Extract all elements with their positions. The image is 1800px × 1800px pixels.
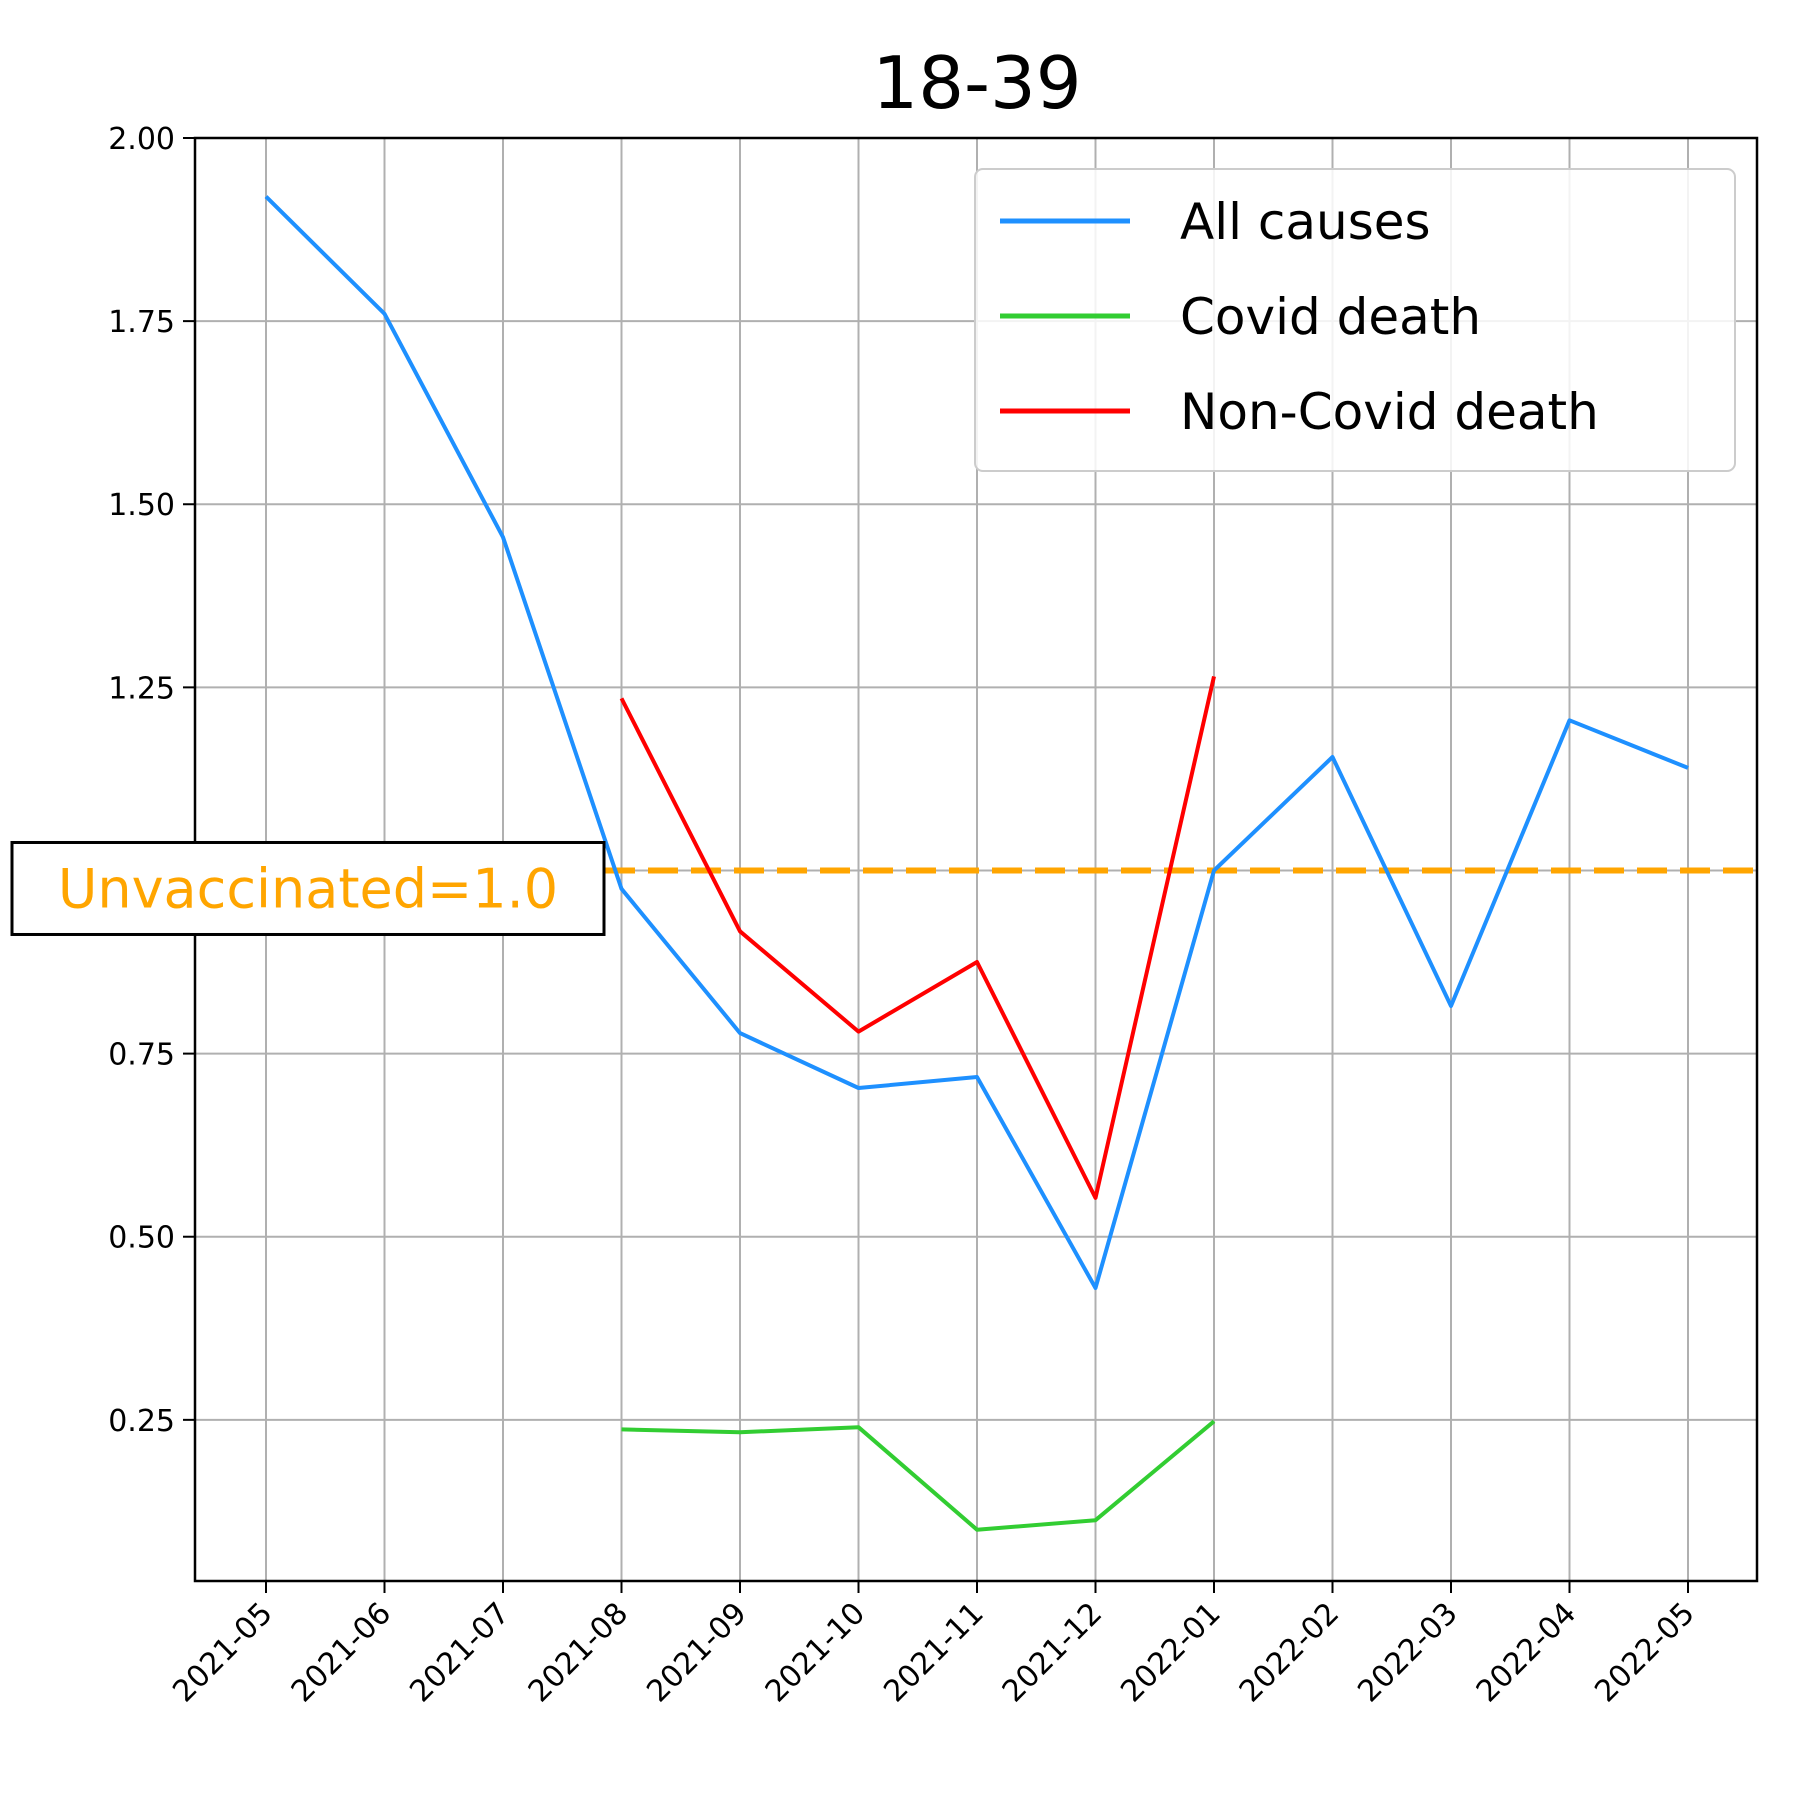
legend: All causes Covid death Non-Covid death <box>974 168 1736 472</box>
reference-label: Unvaccinated=1.0 <box>58 857 558 920</box>
legend-label: Non-Covid death <box>1180 383 1599 441</box>
y-tick-label: 2.00 <box>108 122 175 157</box>
y-tick-label: 0.25 <box>108 1404 175 1439</box>
y-tick-label: 0.50 <box>108 1221 175 1256</box>
y-tick-label: 1.50 <box>108 488 175 523</box>
legend-frame <box>974 168 1736 472</box>
series-group <box>264 195 1689 1532</box>
series-line-0 <box>264 195 1689 1290</box>
chart-title: 18-39 <box>872 41 1081 125</box>
y-tick-label: 1.75 <box>108 305 175 340</box>
legend-label: All causes <box>1180 193 1431 251</box>
y-tick-label: 0.75 <box>108 1038 175 1073</box>
reference-label-box <box>10 840 606 936</box>
series-line-1 <box>621 1419 1216 1532</box>
legend-label: Covid death <box>1180 288 1481 346</box>
series-line-2 <box>619 675 1216 1200</box>
y-tick-label: 1.25 <box>108 671 175 706</box>
y-axis: 0.25 0.50 0.75 1.25 1.50 1.75 2.00 <box>108 122 195 1439</box>
reference-annotation: Unvaccinated=1.0 <box>10 840 606 936</box>
